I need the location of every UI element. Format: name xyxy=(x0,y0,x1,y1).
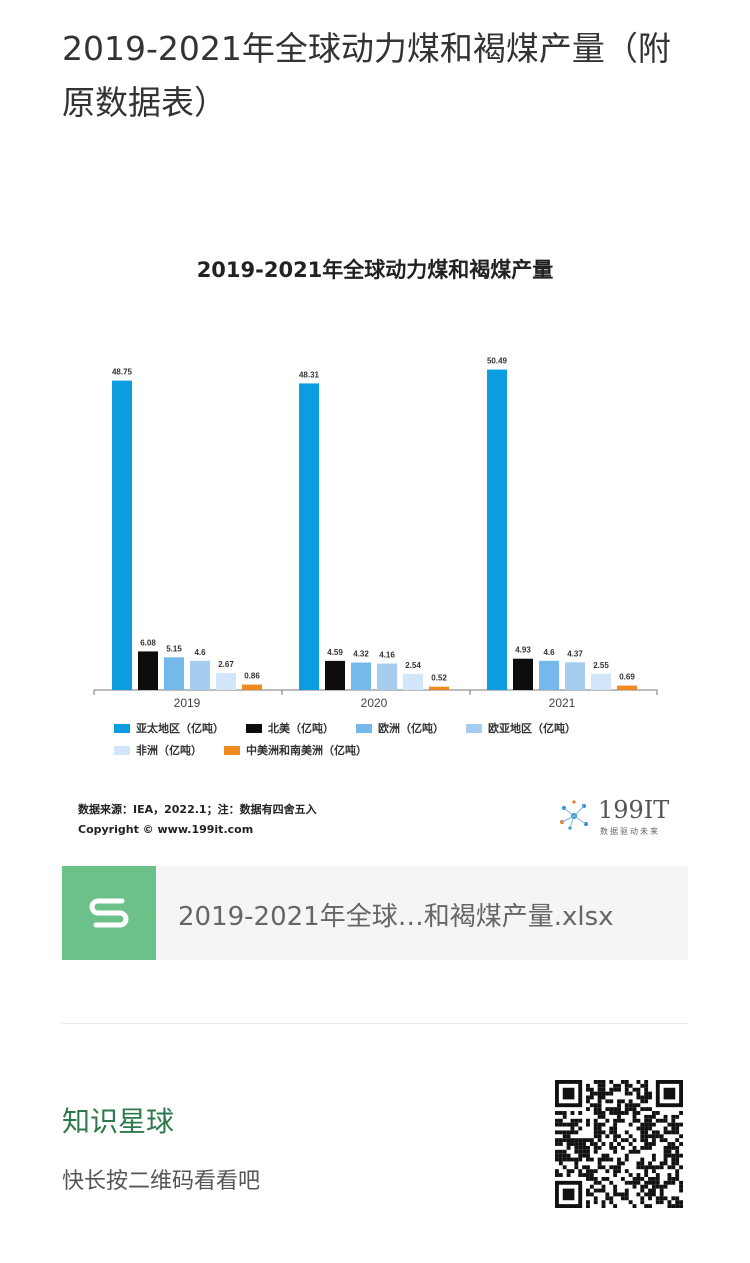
bar xyxy=(325,660,345,690)
legend-item: 北美（亿吨） xyxy=(246,720,334,736)
bar xyxy=(216,673,236,690)
bar xyxy=(539,660,559,690)
bar-value-label: 4.32 xyxy=(353,650,369,659)
knowledge-planet-title: 知识星球 xyxy=(62,1105,175,1138)
legend-item: 欧洲（亿吨） xyxy=(356,720,444,736)
bar-value-label: 0.86 xyxy=(244,672,260,681)
spreadsheet-file-icon xyxy=(62,866,156,960)
x-axis-category-label: 2020 xyxy=(361,696,388,710)
legend-swatch xyxy=(466,723,482,733)
bar-value-label: 4.37 xyxy=(567,649,583,658)
bar-value-label: 2.54 xyxy=(405,661,421,670)
bar-value-label: 4.16 xyxy=(379,651,395,660)
file-attachment[interactable]: 2019-2021年全球…和褐煤产量.xlsx xyxy=(62,866,688,960)
199it-logo: 199IT 数据驱动未来 xyxy=(554,796,684,840)
legend-label: 非洲（亿吨） xyxy=(136,744,202,757)
legend-item: 中美洲和南美洲（亿吨） xyxy=(224,742,367,758)
legend-item: 欧亚地区（亿吨） xyxy=(466,720,576,736)
x-axis-category-label: 2021 xyxy=(549,696,576,710)
chart-source: 数据来源：IEA，2022.1；注：数据有四舍五入 Copyright © ww… xyxy=(78,800,317,840)
bar-value-label: 4.6 xyxy=(194,648,206,657)
legend-label: 北美（亿吨） xyxy=(268,722,334,735)
bar-value-label: 4.93 xyxy=(515,646,531,655)
bar xyxy=(112,380,132,690)
source-note: 数据来源：IEA，2022.1；注：数据有四舍五入 xyxy=(78,803,317,816)
bar xyxy=(591,673,611,690)
bar-value-label: 48.75 xyxy=(112,368,133,377)
chart-legend: 亚太地区（亿吨） 北美（亿吨） 欧洲（亿吨） 欧亚地区（亿吨） 非洲（亿吨） 中美洲和南美… xyxy=(114,720,684,764)
legend-item: 亚太地区（亿吨） xyxy=(114,720,224,736)
bar xyxy=(299,383,319,690)
divider xyxy=(62,1023,688,1024)
article-title: 2019-2021年全球动力煤和褐煤产量（附原数据表） xyxy=(62,29,671,122)
bar-value-label: 2.67 xyxy=(218,660,234,669)
logo-mark-icon xyxy=(560,800,588,830)
legend-swatch xyxy=(224,745,240,755)
legend-label: 中美洲和南美洲（亿吨） xyxy=(246,744,367,757)
bar-value-label: 0.69 xyxy=(619,673,635,682)
bar xyxy=(565,662,585,690)
bar-value-label: 2.55 xyxy=(593,661,609,670)
bar-value-label: 4.6 xyxy=(543,648,555,657)
bar xyxy=(351,662,371,690)
bar xyxy=(242,684,262,690)
bar-value-label: 4.59 xyxy=(327,648,343,657)
legend-item: 非洲（亿吨） xyxy=(114,742,202,758)
bar xyxy=(164,657,184,690)
bar xyxy=(138,651,158,690)
bar xyxy=(487,369,507,690)
legend-label: 亚太地区（亿吨） xyxy=(136,722,224,735)
bar xyxy=(429,686,449,690)
legend-swatch xyxy=(356,723,372,733)
logo-text: 199IT xyxy=(598,796,670,824)
chart-title: 2019-2021年全球动力煤和褐煤产量 xyxy=(196,258,554,282)
bar-value-label: 5.15 xyxy=(166,644,182,653)
bar xyxy=(377,663,397,690)
chart-image: 2019-2021年全球动力煤和褐煤产量 48.75 6.08 5.15 4.6 2.6… xyxy=(62,240,688,850)
bar-value-label: 6.08 xyxy=(140,638,156,647)
bar xyxy=(403,673,423,690)
qr-code-icon[interactable] xyxy=(553,1080,685,1208)
legend-swatch xyxy=(114,723,130,733)
bar-value-label: 50.49 xyxy=(487,357,508,366)
bar xyxy=(190,660,210,690)
legend-label: 欧亚地区（亿吨） xyxy=(488,722,576,735)
knowledge-planet-subtitle: 快长按二维码看看吧 xyxy=(62,1169,261,1194)
legend-label: 欧洲（亿吨） xyxy=(378,722,444,735)
bar xyxy=(513,658,533,690)
bar-value-label: 0.52 xyxy=(431,674,447,683)
file-name: 2019-2021年全球…和褐煤产量.xlsx xyxy=(178,902,614,932)
logo-tagline: 数据驱动未来 xyxy=(600,827,660,836)
bar xyxy=(617,685,637,690)
x-axis-category-label: 2019 xyxy=(174,696,201,710)
copyright-note: Copyright © www.199it.com xyxy=(78,823,254,836)
legend-swatch xyxy=(246,723,262,733)
legend-swatch xyxy=(114,745,130,755)
bar-chart: 48.75 6.08 5.15 4.6 2.67 0.86 2019 48.31 4.59 4.3… xyxy=(93,357,658,710)
bar-value-label: 48.31 xyxy=(299,370,320,379)
